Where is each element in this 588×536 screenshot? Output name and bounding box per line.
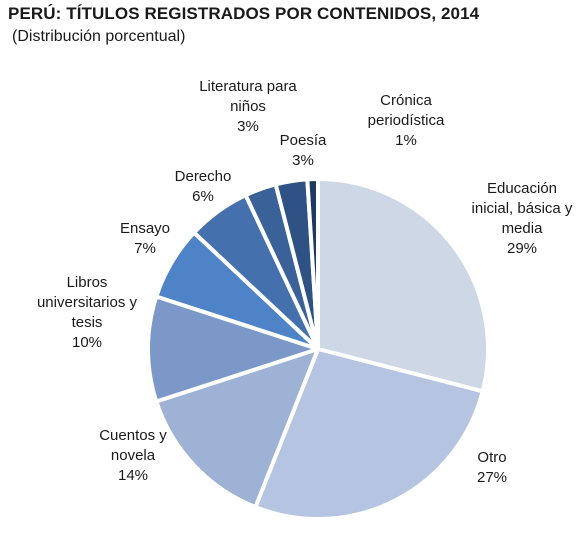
slice-value-label: 14% [118, 467, 148, 484]
pie-slices [146, 177, 491, 521]
slice-value-label: 29% [507, 240, 537, 257]
slice-value-label: 7% [134, 240, 156, 257]
slice-value-label: 3% [292, 152, 314, 169]
slice-label-1: Educación inicial, básica y media 29% [472, 180, 573, 257]
pie-slice-2 [253, 347, 485, 521]
slice-label-9: Crónica periodística 1% [368, 92, 445, 149]
slice-category-label: periodística [368, 112, 445, 129]
slice-category-label: novela [111, 447, 156, 464]
pie-slice-1 [316, 177, 491, 394]
pie-slice-4 [146, 294, 320, 404]
slice-category-label: Otro [477, 449, 506, 466]
slice-category-label: inicial, básica y [472, 200, 573, 217]
slice-category-label: universitarios y [37, 294, 138, 311]
slice-label-2: Otro 27% [477, 449, 507, 486]
slice-label-4: Libros universitarios y tesis 10% [37, 274, 138, 351]
slice-category-label: Crónica [380, 92, 432, 109]
slice-label-3: Cuentos y novela 14% [99, 427, 167, 484]
slice-category-label: Educación [487, 180, 557, 197]
slice-value-label: 10% [72, 334, 102, 351]
slice-category-label: Poesía [280, 132, 327, 149]
slice-category-label: media [502, 220, 544, 237]
slice-value-label: 6% [192, 188, 214, 205]
slice-label-7: Literatura para niños 3% [199, 78, 297, 135]
slice-category-label: Libros [67, 274, 108, 291]
slice-label-6: Derecho 6% [175, 168, 232, 205]
slice-label-5: Ensayo 7% [120, 220, 170, 257]
slice-category-label: niños [230, 98, 266, 115]
slice-category-label: Derecho [175, 168, 232, 185]
slice-category-label: Literatura para [199, 78, 297, 95]
slice-category-label: Ensayo [120, 220, 170, 237]
chart-title: PERÚ: TÍTULOS REGISTRADOS POR CONTENIDOS… [8, 4, 480, 23]
slice-labels: Educación inicial, básica y media 29% Otro 27… [37, 78, 573, 486]
slice-category-label: tesis [72, 314, 103, 331]
slice-label-8: Poesía 3% [280, 132, 327, 169]
chart-subtitle: (Distribución porcentual) [12, 28, 186, 45]
pie-slice-9 [305, 177, 320, 351]
slice-value-label: 1% [395, 132, 417, 149]
slice-category-label: Cuentos y [99, 427, 167, 444]
slice-value-label: 3% [237, 118, 259, 135]
slice-value-label: 27% [477, 469, 507, 486]
